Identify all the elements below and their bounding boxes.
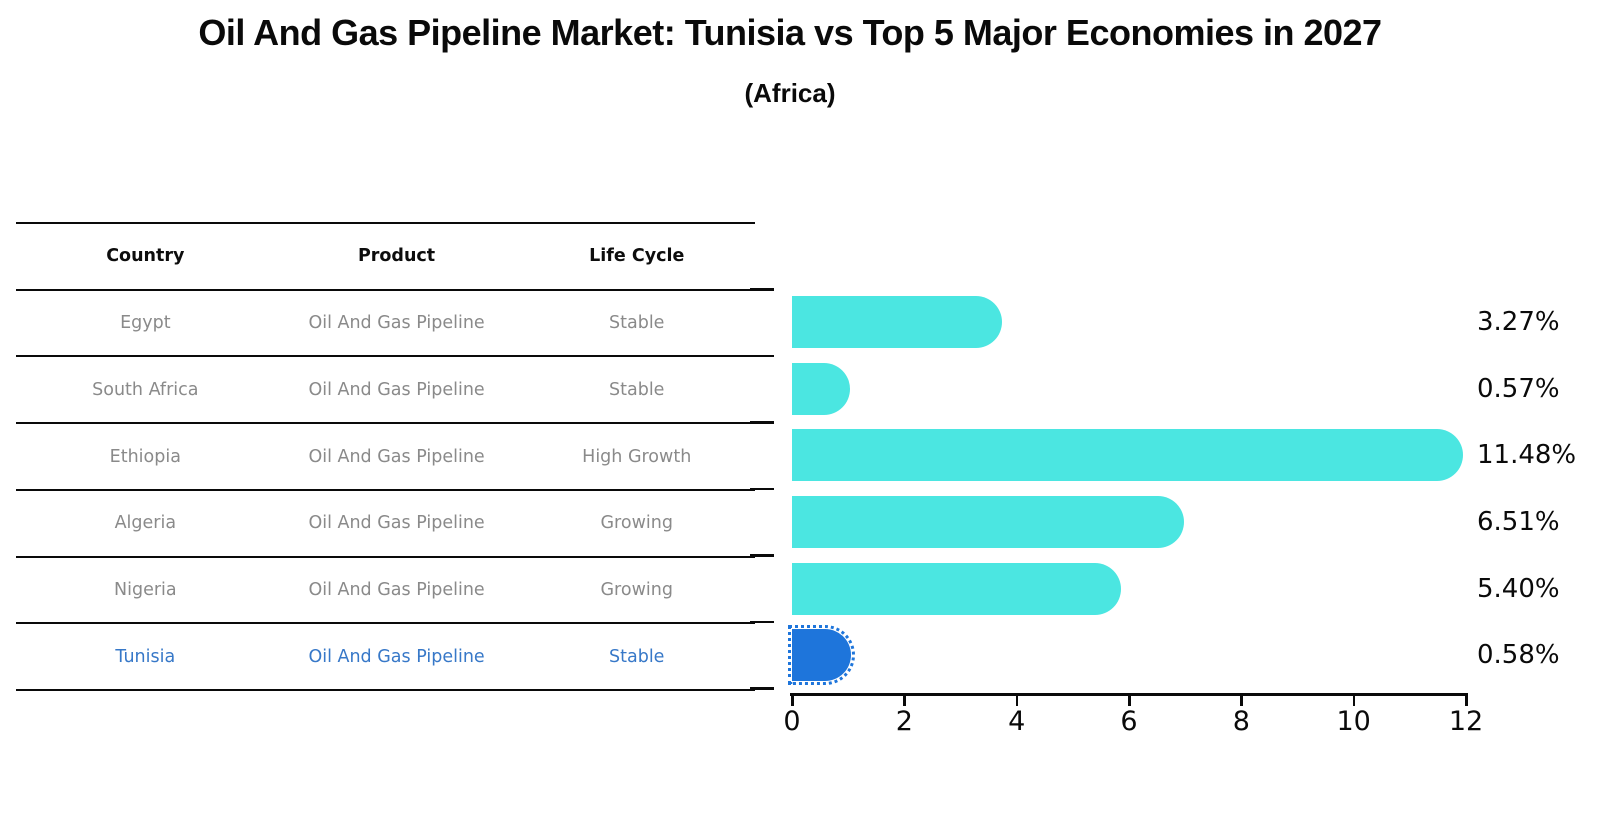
cell-country: Nigeria <box>114 579 177 600</box>
table-row-egypt: Egypt Oil And Gas Pipeline Stable <box>16 288 755 356</box>
table-header-row: Country Product Life Cycle <box>16 222 755 289</box>
cell-life-cycle: High Growth <box>582 446 692 467</box>
x-tick-mark <box>1465 695 1468 706</box>
cell-country: South Africa <box>92 379 199 400</box>
x-tick-mark <box>1015 695 1019 706</box>
value-label-algeria: 6.51% <box>1477 507 1560 537</box>
bar-south-africa <box>792 362 850 415</box>
column-header-country: Country <box>106 246 185 267</box>
value-label-tunisia: 0.58% <box>1477 640 1560 671</box>
bar-egypt <box>792 296 1002 349</box>
y-tick-mark <box>750 487 774 491</box>
cell-product: Oil And Gas Pipeline <box>308 646 485 667</box>
x-tick-mark <box>1240 695 1243 706</box>
x-tick-label: 6 <box>1120 706 1138 737</box>
x-tick-mark <box>903 695 906 706</box>
y-tick-mark <box>750 554 774 557</box>
x-tick-label: 12 <box>1448 706 1484 737</box>
cell-life-cycle: Growing <box>600 579 673 600</box>
cell-life-cycle: Stable <box>609 379 665 400</box>
cell-product: Oil And Gas Pipeline <box>308 379 485 400</box>
country-table: Country Product Life Cycle Egypt Oil And … <box>16 222 755 691</box>
x-tick-label: 8 <box>1232 706 1250 737</box>
y-tick-mark <box>750 354 774 358</box>
chart-subtitle: (Africa) <box>744 78 836 108</box>
table-row-ethiopia: Ethiopia Oil And Gas Pipeline High Growth <box>16 422 755 489</box>
x-tick-label: 4 <box>1008 706 1026 737</box>
table-row-tunisia: Tunisia Oil And Gas Pipeline Stable <box>16 622 755 689</box>
bar-ethiopia <box>792 429 1463 482</box>
y-tick-mark <box>750 687 774 690</box>
x-tick-mark <box>1352 695 1356 706</box>
cell-country: Ethiopia <box>109 446 181 467</box>
y-tick-mark <box>750 288 774 291</box>
bar-tunisia <box>788 625 855 686</box>
table-row-south-africa: South Africa Oil And Gas Pipeline Stable <box>16 355 755 422</box>
cell-country: Algeria <box>114 513 177 534</box>
y-tick-mark <box>750 620 774 624</box>
bar-nigeria <box>792 562 1122 615</box>
x-tick-label: 2 <box>895 706 913 737</box>
x-axis-line <box>790 693 1468 696</box>
cell-life-cycle: Stable <box>609 646 665 667</box>
value-label-ethiopia: 11.48% <box>1477 440 1577 471</box>
bar-algeria <box>792 496 1184 548</box>
cell-life-cycle: Stable <box>609 313 665 334</box>
cell-country: Egypt <box>120 313 171 334</box>
cell-product: Oil And Gas Pipeline <box>308 446 485 467</box>
value-label-nigeria: 5.40% <box>1477 573 1560 604</box>
x-tick-mark <box>791 695 794 706</box>
cell-product: Oil And Gas Pipeline <box>308 579 485 600</box>
cell-country: Tunisia <box>115 646 176 667</box>
value-label-south-africa: 0.57% <box>1477 373 1560 404</box>
x-tick-mark <box>1128 695 1131 706</box>
y-tick-mark <box>750 421 774 424</box>
cell-life-cycle: Growing <box>600 513 673 534</box>
value-label-egypt: 3.27% <box>1477 307 1560 338</box>
cell-product: Oil And Gas Pipeline <box>308 513 485 534</box>
x-tick-label: 10 <box>1336 706 1371 737</box>
column-header-life-cycle: Life Cycle <box>589 246 685 267</box>
cell-product: Oil And Gas Pipeline <box>308 313 485 334</box>
table-row-algeria: Algeria Oil And Gas Pipeline Growing <box>16 488 755 556</box>
chart-title: Oil And Gas Pipeline Market: Tunisia vs … <box>198 12 1382 53</box>
bar-plot <box>788 289 1466 689</box>
x-tick-label: 0 <box>783 706 801 737</box>
table-row-nigeria: Nigeria Oil And Gas Pipeline Growing <box>16 555 755 623</box>
column-header-product: Product <box>357 246 436 267</box>
